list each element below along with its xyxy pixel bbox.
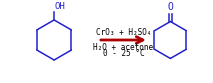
Text: CrO₃ + H₂SO₄: CrO₃ + H₂SO₄ xyxy=(96,28,151,37)
Text: OH: OH xyxy=(55,2,66,12)
Text: O: O xyxy=(167,2,173,12)
Text: 0 - 25 °C: 0 - 25 °C xyxy=(103,49,144,58)
Text: H₂O + acetone: H₂O + acetone xyxy=(93,43,154,52)
